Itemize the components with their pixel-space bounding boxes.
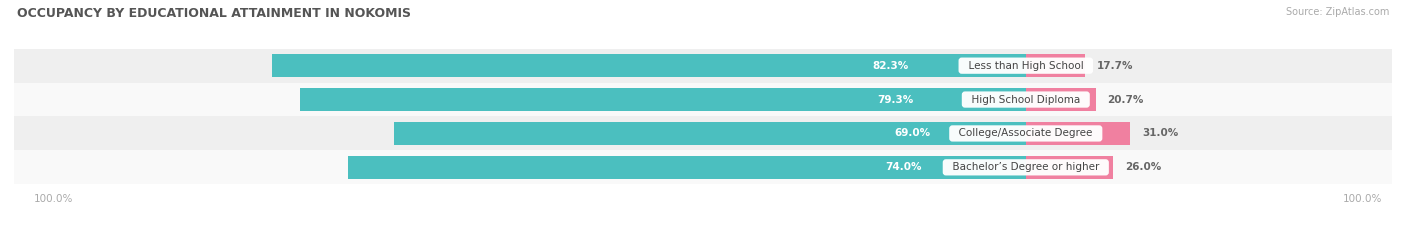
Bar <box>1026 122 1130 145</box>
Bar <box>14 116 1392 150</box>
Text: High School Diploma: High School Diploma <box>965 95 1087 105</box>
Text: College/Associate Degree: College/Associate Degree <box>952 128 1099 138</box>
Text: 20.7%: 20.7% <box>1107 95 1143 105</box>
Bar <box>349 156 1026 179</box>
Text: 74.0%: 74.0% <box>886 162 922 172</box>
Bar <box>1026 88 1095 111</box>
Text: Less than High School: Less than High School <box>962 61 1090 71</box>
Bar <box>273 54 1026 77</box>
Bar <box>14 150 1392 184</box>
Text: 79.3%: 79.3% <box>877 95 914 105</box>
Bar <box>14 49 1392 83</box>
Text: OCCUPANCY BY EDUCATIONAL ATTAINMENT IN NOKOMIS: OCCUPANCY BY EDUCATIONAL ATTAINMENT IN N… <box>17 7 411 20</box>
Bar <box>299 88 1026 111</box>
Text: 82.3%: 82.3% <box>872 61 908 71</box>
Bar <box>1026 156 1114 179</box>
Text: Bachelor’s Degree or higher: Bachelor’s Degree or higher <box>946 162 1105 172</box>
Text: Source: ZipAtlas.com: Source: ZipAtlas.com <box>1285 7 1389 17</box>
Bar <box>394 122 1026 145</box>
Text: 69.0%: 69.0% <box>894 128 931 138</box>
Text: 31.0%: 31.0% <box>1142 128 1178 138</box>
Text: 17.7%: 17.7% <box>1097 61 1133 71</box>
Bar <box>1026 54 1085 77</box>
Text: 100.0%: 100.0% <box>1343 194 1382 204</box>
Text: 100.0%: 100.0% <box>34 194 73 204</box>
Bar <box>14 83 1392 116</box>
Text: 26.0%: 26.0% <box>1125 162 1161 172</box>
